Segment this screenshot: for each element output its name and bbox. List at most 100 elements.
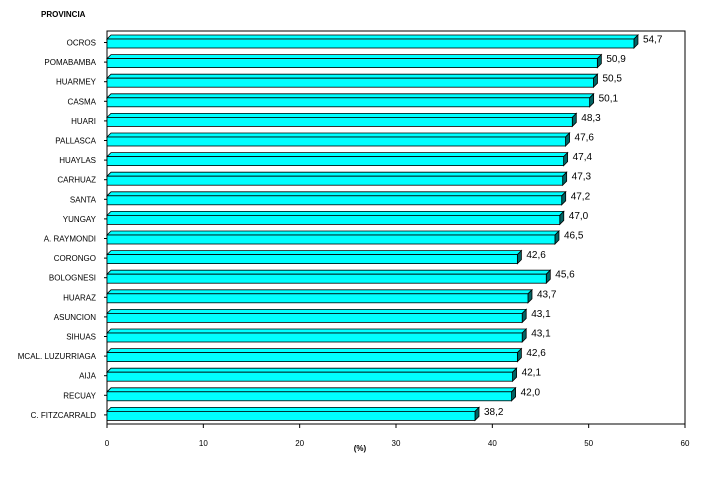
bar-front-face [106,38,635,49]
bar-front-face [106,234,556,245]
category-label: ASUNCION [54,313,96,322]
value-label: 50,1 [599,93,619,104]
bar-front-face [106,273,547,284]
bar-top-face [106,152,569,158]
value-label: 50,9 [606,54,626,65]
bar [106,406,480,422]
bar [106,112,578,128]
category-label: HUARAZ [63,293,96,302]
bar-front-face [106,352,518,363]
category-label: AIJA [79,372,97,381]
bar [106,190,567,206]
bar-top-face [106,73,599,79]
category-label: HUARI [71,117,96,126]
value-label: 47,0 [569,211,589,222]
x-tick-label: 60 [681,439,690,448]
category-label: SIHUAS [66,333,96,342]
bar [106,34,639,49]
bar-top-face [106,210,565,216]
bar-front-face [106,312,523,323]
x-tick-label: 0 [105,439,110,448]
category-labels: OCROS POMABAMBA HUARMEY CASMA HUARI PALLASCA H… [18,39,97,420]
value-label: 47,3 [572,172,592,183]
category-label: BOLOGNESI [49,274,96,283]
bar [106,171,568,187]
value-label: 47,2 [571,191,591,202]
value-label: 45,6 [555,270,575,281]
bar-front-face [106,254,518,265]
bar-front-face [106,195,563,206]
bar-top-face [106,230,560,236]
bar-front-face [106,410,476,421]
value-label: 47,6 [575,133,595,144]
x-tick-label: 10 [199,439,208,448]
bar-front-face [106,293,529,304]
value-label: 38,2 [484,407,504,418]
bar [106,386,517,402]
bar [106,269,552,285]
bar [106,73,599,89]
category-label: MCAL. LUZURRIAGA [18,352,97,361]
bar [106,249,523,265]
bar-front-face [106,156,565,167]
value-label: 47,4 [573,152,593,163]
value-label: 46,5 [564,231,584,242]
bar-front-face [106,214,561,225]
bar [106,347,523,363]
bar [106,53,603,69]
bar-top-face [106,328,528,334]
value-label: 50,5 [602,74,622,85]
category-label: HUAYLAS [59,156,96,165]
bar-top-face [106,34,639,40]
value-label: 54,7 [643,35,663,46]
bar-front-face [106,371,513,382]
bar-top-face [106,54,603,59]
bar [106,151,569,167]
bar-top-face [106,367,518,373]
bar [106,288,533,304]
category-label: CARHUAZ [57,176,96,185]
bar [106,308,528,324]
bar-top-face [106,406,480,412]
bar-top-face [106,269,552,275]
bar-top-face [106,171,568,177]
value-label: 42,0 [521,387,541,398]
bar-top-face [106,113,578,118]
chart-title: PROVINCIA [41,10,86,19]
x-axis-label: (%) [354,444,367,453]
bar-front-face [106,136,566,147]
bar [106,367,518,383]
value-label: 42,1 [522,368,542,379]
category-label: C. FITZCARRALD [31,411,97,420]
bar-top-face [106,308,528,314]
category-label: CASMA [68,97,97,106]
value-label: 43,7 [537,289,557,300]
category-label: YUNGAY [63,215,97,224]
value-label: 42,6 [526,348,546,359]
bar-top-face [106,250,523,256]
plot-area [106,30,686,425]
bar-front-face [106,175,564,186]
bar [106,132,571,147]
category-label: RECUAY [63,391,96,400]
bar-front-face [106,77,594,88]
bar-front-face [106,332,523,343]
category-label: SANTA [70,195,97,204]
category-label: OCROS [67,39,96,48]
value-label: 43,1 [531,309,551,320]
category-label: POMABAMBA [44,58,96,67]
bar [106,230,560,245]
value-label: 42,6 [526,250,546,261]
category-label: PALLASCA [55,137,96,146]
value-label: 43,1 [531,329,551,340]
value-labels: 54,7 50,9 50,5 50,1 48,3 47,6 47,4 47,3 47,2 47,0… [484,35,663,418]
bar-top-face [106,289,533,295]
bars-group [106,34,639,422]
bar-top-face [106,387,517,393]
value-label: 48,3 [581,113,601,124]
bar-top-face [106,348,523,354]
bar-top-face [106,191,567,197]
x-tick-label: 40 [488,439,497,448]
x-tick-label: 20 [295,439,304,448]
